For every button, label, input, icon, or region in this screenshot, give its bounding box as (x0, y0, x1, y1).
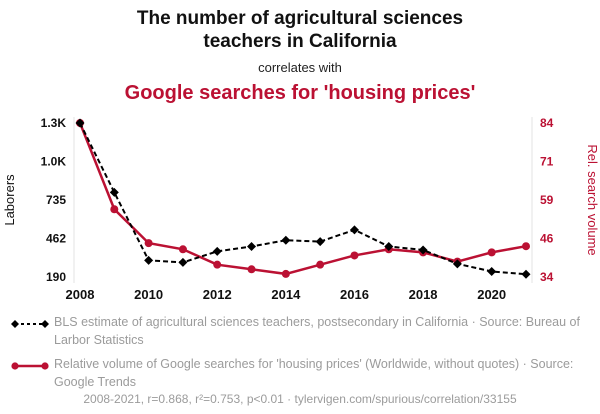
svg-text:46: 46 (540, 232, 554, 246)
svg-text:2008: 2008 (66, 287, 95, 302)
chart-title-connector: correlates with (258, 60, 342, 76)
legend-label-teachers: BLS estimate of agricultural sciences te… (54, 315, 580, 347)
solid-circle-line-icon (10, 356, 54, 377)
chart-legend: BLS estimate of agricultural sciences te… (0, 310, 600, 391)
svg-text:462: 462 (46, 232, 66, 246)
chart-title-secondary: Google searches for 'housing prices' (124, 82, 476, 105)
svg-text:2014: 2014 (271, 287, 301, 302)
chart-svg: 1.3K 1.0K 735 462 190 84 71 59 46 34 2008 2010 2012 2… (2, 116, 600, 302)
svg-text:2016: 2016 (340, 287, 369, 302)
legend-item-searches: Relative volume of Google searches for '… (10, 356, 590, 391)
chart-titles: The number of agricultural sciences teac… (0, 0, 600, 105)
legend-label-searches: Relative volume of Google searches for '… (54, 357, 574, 389)
chart-area: 1.3K 1.0K 735 462 190 84 71 59 46 34 2008 2010 2012 2… (0, 109, 600, 310)
svg-text:34: 34 (540, 270, 554, 284)
svg-text:71: 71 (540, 155, 554, 169)
svg-text:2018: 2018 (409, 287, 438, 302)
svg-text:2010: 2010 (134, 287, 163, 302)
svg-text:Laborers: Laborers (2, 174, 17, 226)
svg-text:Rel. search volume: Rel. search volume (585, 145, 600, 256)
svg-text:84: 84 (540, 116, 554, 130)
chart-title-primary: The number of agricultural sciences teac… (136, 8, 464, 53)
svg-text:1.0K: 1.0K (41, 155, 67, 169)
svg-text:190: 190 (46, 270, 66, 284)
svg-text:2020: 2020 (477, 287, 506, 302)
svg-text:1.3K: 1.3K (41, 116, 67, 130)
svg-text:735: 735 (46, 193, 66, 207)
svg-text:59: 59 (540, 193, 554, 207)
footer-stats-and-url: 2008-2021, r=0.868, r²=0.753, p<0.01 · t… (83, 392, 517, 406)
dashed-diamond-line-icon (10, 314, 54, 335)
legend-item-teachers: BLS estimate of agricultural sciences te… (10, 314, 590, 349)
svg-text:2012: 2012 (203, 287, 232, 302)
